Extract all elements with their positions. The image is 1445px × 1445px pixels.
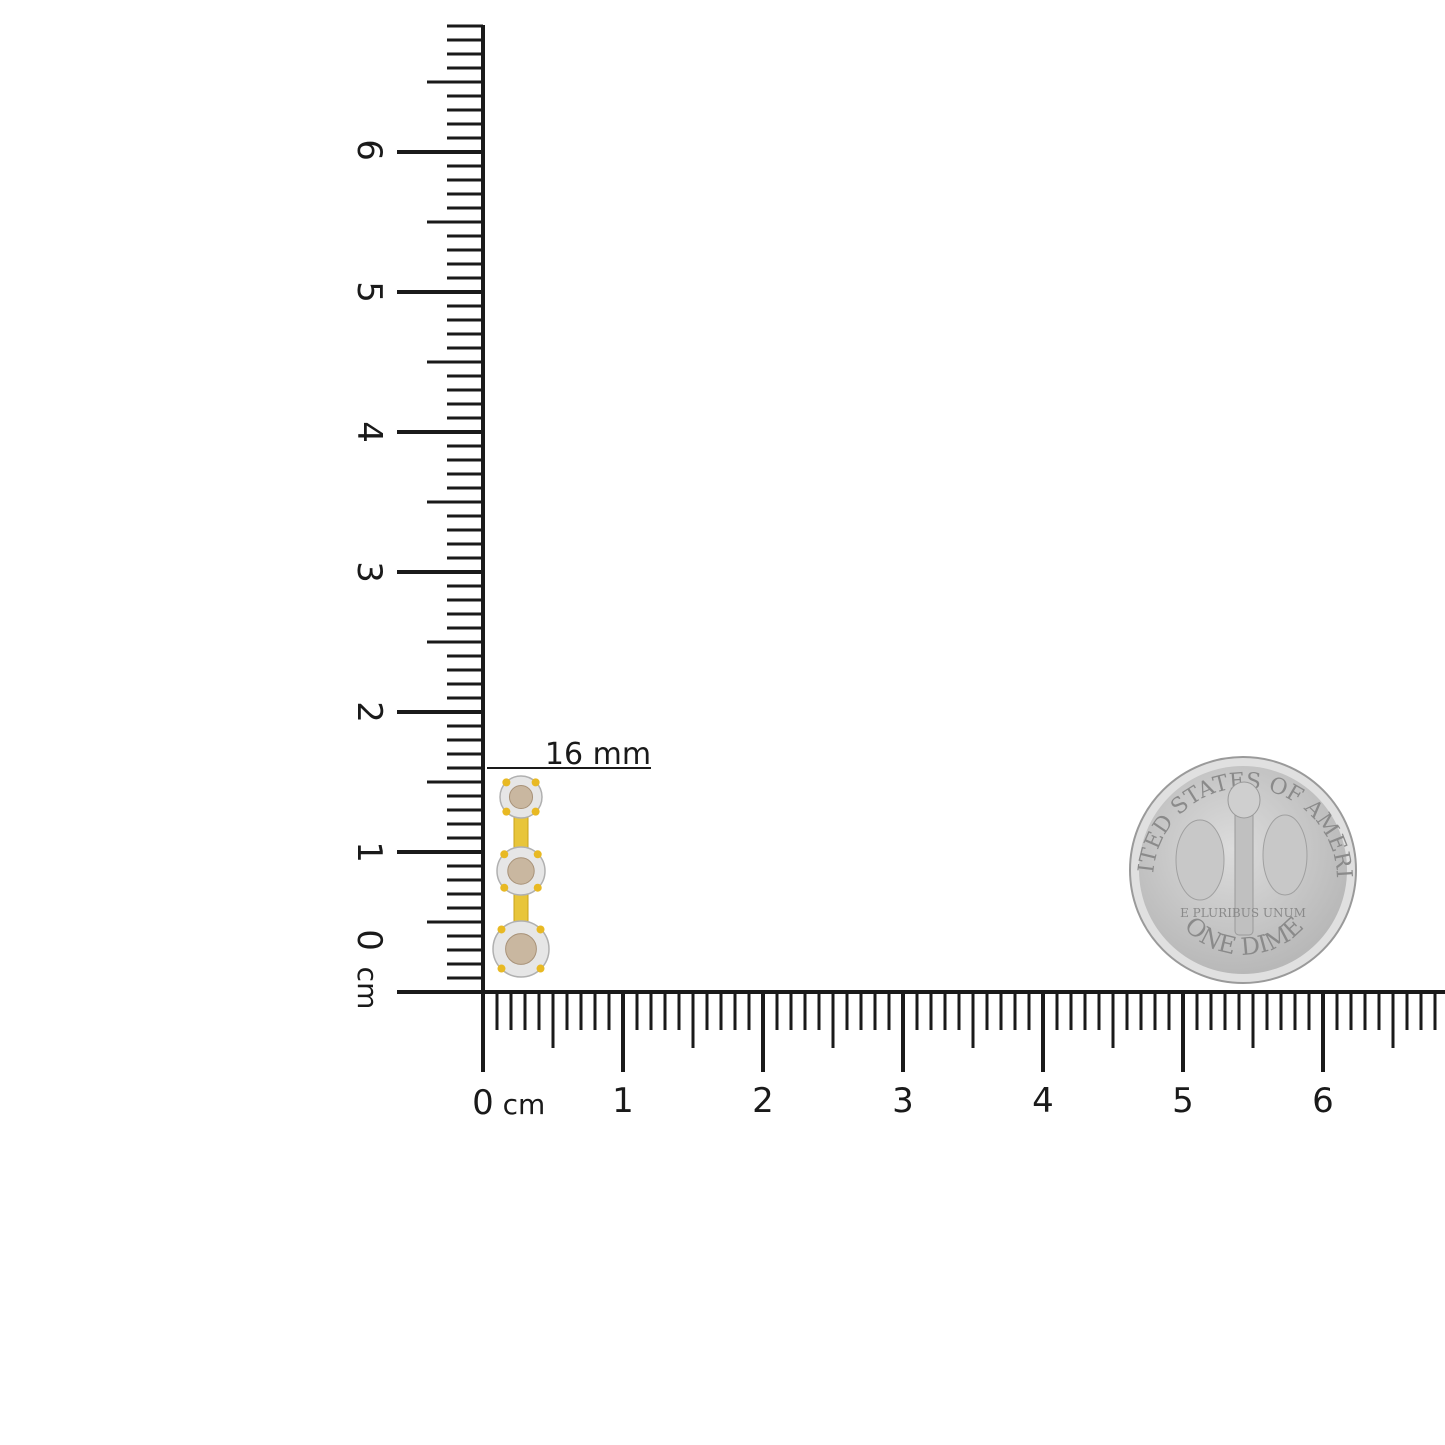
vertical-label-0: 0: [349, 929, 389, 951]
prong: [500, 883, 509, 892]
vertical-label-3: 3: [349, 561, 389, 583]
horizontal-unit-label: cm: [503, 1088, 546, 1121]
horizontal-label-5: 5: [1172, 1081, 1194, 1121]
prong: [533, 850, 542, 859]
prong: [502, 807, 511, 816]
measurement-label: 16 mm: [545, 737, 651, 772]
horizontal-ruler-labels: 0 cm 1 2 3 4 5 6: [472, 1081, 1334, 1123]
vertical-label-2: 2: [349, 701, 389, 723]
diamond-stone: [492, 920, 550, 978]
olive-branch-icon: [1175, 819, 1225, 901]
vertical-label-1: 1: [349, 841, 389, 863]
vertical-label-4: 4: [349, 421, 389, 443]
measurement-annotation: 16 mm: [487, 737, 651, 772]
coin-motto: E PLURIBUS UNUM: [1180, 906, 1306, 920]
horizontal-label-2: 2: [752, 1081, 774, 1121]
coin-top-legend: UNITED STATES OF AMERICA: [0, 0, 1356, 879]
horizontal-ruler: [481, 990, 1445, 1072]
prong: [533, 883, 542, 892]
vertical-label-6: 6: [349, 139, 389, 161]
horizontal-label-6: 6: [1312, 1081, 1334, 1121]
oak-branch-icon: [1262, 814, 1308, 896]
vertical-ruler: [397, 24, 485, 994]
stone: [505, 933, 537, 965]
prong: [536, 925, 545, 934]
stone: [507, 857, 535, 885]
prong: [531, 778, 540, 787]
prong: [497, 964, 506, 973]
stone: [508, 784, 534, 810]
prong: [502, 778, 511, 787]
horizontal-label-0: 0: [472, 1083, 494, 1123]
diamond-stone: [499, 775, 543, 819]
dime-coin: UNITED STATES OF AMERICA ONE DIME E PLUR…: [0, 0, 1357, 984]
prong: [500, 850, 509, 859]
horizontal-label-1: 1: [612, 1081, 634, 1121]
diamond-stone: [496, 846, 546, 896]
vertical-label-5: 5: [349, 281, 389, 303]
vertical-unit-label: cm: [351, 967, 384, 1010]
torch-flame-icon: [1227, 781, 1261, 819]
vertical-ruler-labels: 0 cm 1 2 3 4 5 6: [349, 139, 389, 1009]
prong: [536, 964, 545, 973]
prong: [531, 807, 540, 816]
horizontal-label-4: 4: [1032, 1081, 1054, 1121]
prong: [497, 925, 506, 934]
horizontal-label-3: 3: [892, 1081, 914, 1121]
earring-image: [492, 775, 550, 978]
